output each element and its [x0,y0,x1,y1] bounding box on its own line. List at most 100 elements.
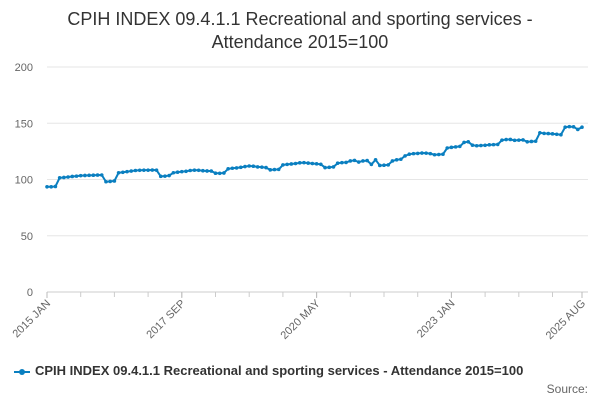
data-point [209,169,214,173]
data-point [533,139,538,144]
data-point [445,146,450,150]
data-point [171,170,176,175]
data-point [335,161,340,165]
data-point [196,168,201,173]
x-tick-label: 2025 AUG [544,298,588,342]
data-point [369,162,374,167]
data-point [272,167,277,172]
data-point [180,169,184,174]
data-point [230,166,235,171]
data-point [424,151,428,155]
data-point [378,163,382,168]
y-tick-label: 100 [15,175,33,187]
x-tick-label: 2017 SEP [144,298,188,342]
data-point [62,175,66,180]
data-point [529,139,534,144]
data-point [340,160,344,165]
data-point [121,170,125,175]
data-point [550,132,555,136]
data-point [150,168,155,172]
data-point [428,151,433,156]
data-point [580,125,584,129]
data-point [268,168,273,172]
data-point [314,162,319,166]
data-point [470,143,475,147]
data-point [542,131,546,136]
data-point [95,173,100,177]
data-point [403,154,407,158]
data-point [154,168,159,172]
data-point [70,174,75,179]
data-point [306,161,310,165]
data-point [188,168,193,173]
data-point [66,175,70,179]
data-point [563,125,567,129]
data-point [466,140,471,144]
data-point [74,174,79,178]
data-point [137,168,142,173]
data-point [559,132,563,137]
data-point [57,176,62,180]
data-point [394,158,399,162]
data-point [108,179,112,184]
data-point [373,158,378,162]
data-point [289,162,294,166]
data-point [420,151,424,155]
data-point [116,170,121,175]
legend[interactable]: CPIH INDEX 09.4.1.1 Recreational and spo… [14,363,523,378]
data-point [112,179,117,183]
data-point [205,169,209,173]
data-point [386,163,391,167]
data-point [222,171,226,175]
data-point [411,151,416,156]
data-point [142,168,146,172]
y-tick-label: 200 [15,62,33,74]
data-point [158,174,163,179]
data-point [323,165,327,170]
data-point [83,173,87,178]
data-point [319,162,323,167]
data-point [293,161,298,166]
data-point [352,158,357,163]
data-point [184,169,188,174]
data-point [517,138,521,142]
data-point [167,173,171,178]
data-point [251,164,256,169]
data-point [260,165,264,169]
data-point [192,168,197,172]
data-point [297,161,302,165]
data-point [521,138,525,142]
data-point [525,140,530,144]
data-point [474,143,479,148]
data-point [495,142,500,147]
y-tick-label: 150 [15,118,33,130]
data-point [356,160,361,164]
data-point [365,158,369,163]
data-point [99,173,104,177]
data-point [302,160,306,165]
data-point [458,144,462,149]
data-point [78,173,83,178]
legend-swatch-icon [14,368,30,375]
chart-title: CPIH INDEX 09.4.1.1 Recreational and spo… [0,8,600,54]
data-point [331,165,336,169]
data-point [146,168,150,172]
y-tick-label: 50 [21,231,33,243]
data-point [479,143,483,148]
data-point [87,173,91,178]
data-point [53,184,58,189]
data-point [49,185,54,189]
data-point [255,165,260,169]
data-point [407,152,412,156]
y-tick-label: 0 [27,287,33,299]
data-point [512,138,517,143]
data-point [441,152,445,156]
data-point [487,143,492,147]
data-point [462,140,466,145]
data-point [247,164,251,168]
data-point [104,179,108,184]
series-line [47,125,583,188]
legend-label: CPIH INDEX 09.4.1.1 Recreational and spo… [35,363,524,378]
data-point [310,161,315,166]
